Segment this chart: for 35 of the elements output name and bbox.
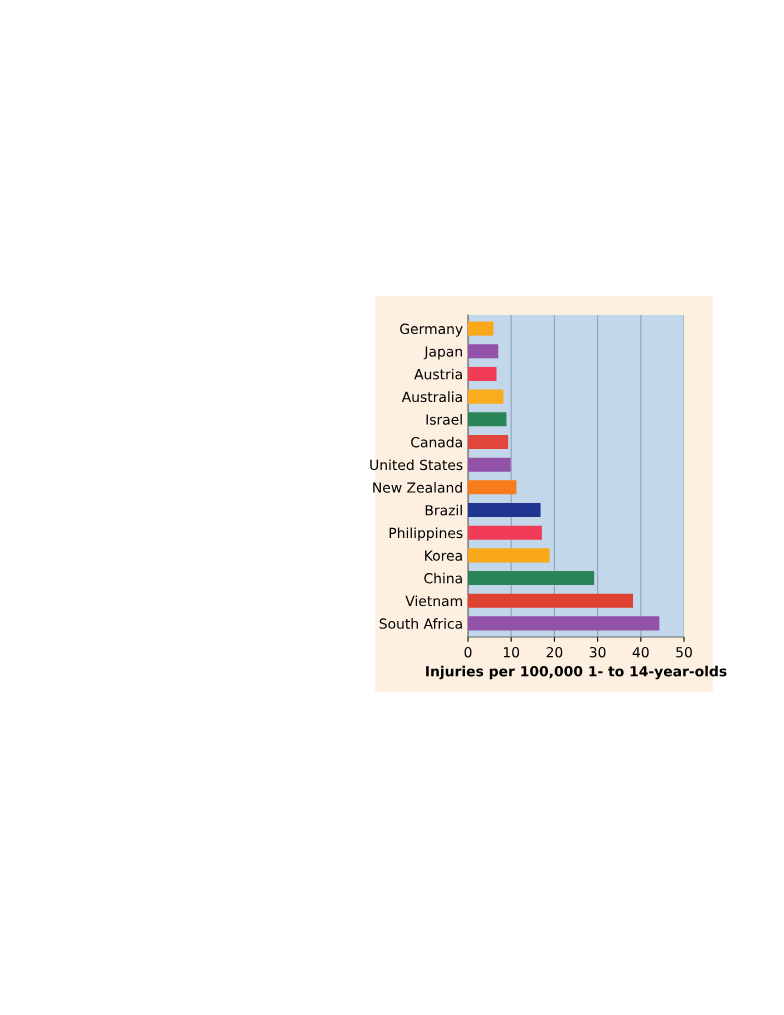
- y-tick-label: Germany: [400, 323, 463, 337]
- x-tick-label: 20: [546, 646, 563, 658]
- bar: [468, 321, 494, 336]
- y-tick-label: New Zealand: [373, 482, 462, 493]
- y-tick-label: United States: [370, 459, 463, 471]
- y-tick-label: Vietnam: [405, 595, 462, 607]
- x-tick-label: 0: [464, 646, 472, 658]
- x-tick-label: 50: [676, 646, 692, 658]
- bar: [468, 434, 509, 450]
- y-tick-label: Israel: [426, 414, 462, 425]
- bar: [468, 571, 595, 586]
- y-tick-label: Brazil: [425, 504, 462, 516]
- bar: [468, 548, 550, 563]
- bar: [468, 366, 497, 381]
- y-tick-label: Australia: [401, 391, 462, 403]
- x-tick-label: 30: [589, 646, 606, 658]
- bar: [468, 525, 542, 540]
- bar: [468, 593, 634, 608]
- y-tick-label: Japan: [423, 346, 462, 360]
- y-tick-label: South Africa: [379, 618, 462, 629]
- bar: [468, 502, 541, 518]
- bar: [468, 457, 511, 472]
- x-tick-label: 40: [632, 646, 649, 658]
- y-tick-label: Philippines: [389, 527, 463, 541]
- y-tick-label: Korea: [425, 550, 462, 561]
- x-axis-title: Injuries per 100,000 1- to 14-year-olds: [426, 665, 727, 680]
- y-tick-label: China: [424, 572, 462, 584]
- bar: [468, 480, 517, 495]
- bar: [468, 616, 660, 631]
- bar: [468, 389, 504, 404]
- y-tick-label: Austria: [414, 368, 462, 380]
- y-tick-label: Canada: [411, 436, 462, 448]
- bar: [468, 344, 499, 359]
- x-tick-label: 10: [503, 646, 520, 658]
- bar: [468, 412, 507, 427]
